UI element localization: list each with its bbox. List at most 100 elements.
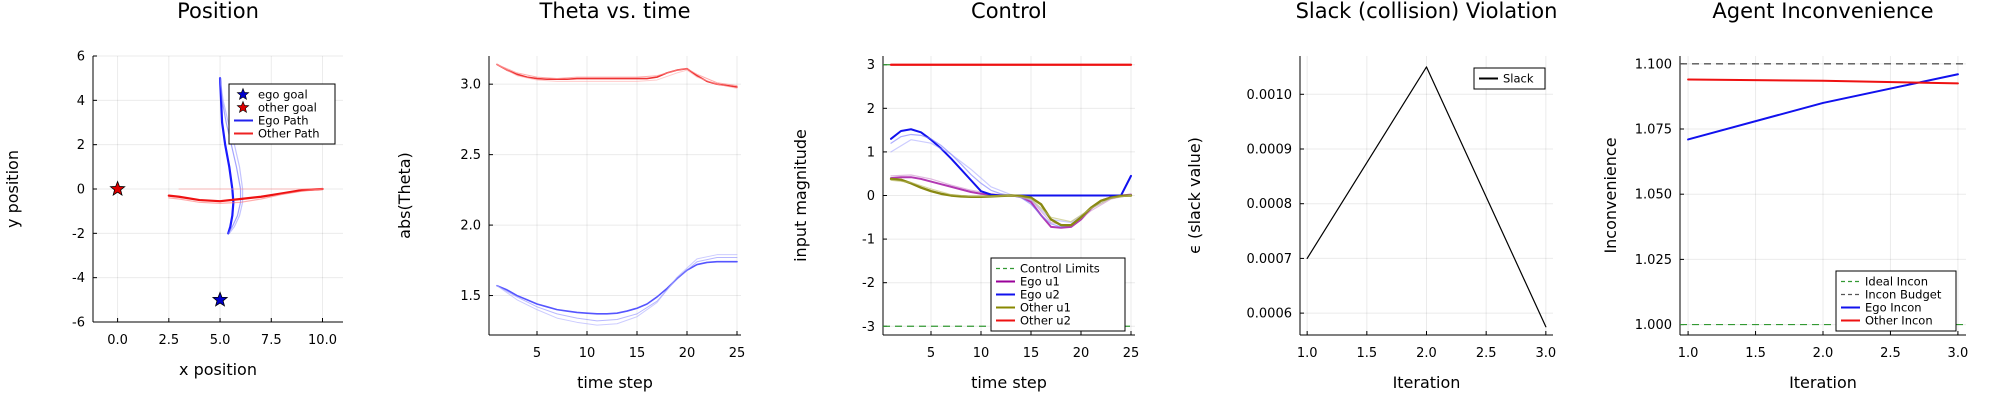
legend-label: Other u1 — [1020, 301, 1071, 315]
series-line-ego-path — [218, 77, 235, 235]
chart-panel-1: Position 0.0 2.5 5.0 7.5 10.0 -6 -4 -2 0 2 4 6 x posi… — [3, 0, 343, 379]
series-line — [496, 63, 738, 89]
chart-panel-4: Slack (collision) Violation 1.0 1.5 2.0 2.5 3… — [1185, 0, 1557, 392]
x-axis-label: time step — [577, 373, 653, 392]
x-tick-label: 15 — [629, 346, 646, 361]
chart-title: Slack (collision) Violation — [1296, 0, 1558, 23]
x-tick-label: 1.0 — [1678, 346, 1699, 361]
legend-star-icon — [236, 87, 250, 101]
series-line-slack — [1306, 66, 1547, 328]
y-tick-label: 1.025 — [1635, 253, 1672, 268]
y-tick-label: 3.0 — [460, 78, 481, 93]
legend-star-icon — [236, 100, 250, 114]
legend-label: Ego Path — [258, 114, 309, 128]
y-tick-label: 6 — [77, 50, 85, 65]
series-line-other-u1 — [889, 177, 1133, 227]
y-tick-label: 3 — [867, 58, 875, 73]
legend-label: Ego u2 — [1020, 288, 1060, 302]
legend-label: Other Incon — [1865, 314, 1933, 328]
x-tick-label: 2.5 — [158, 333, 179, 348]
chart-title: Position — [177, 0, 259, 23]
plot-area — [883, 63, 1135, 327]
y-tick-label: 1 — [867, 145, 875, 160]
y-tick-label: 4 — [77, 94, 85, 109]
y-axis-label: ϵ (slack value) — [1185, 137, 1204, 254]
chart-panel-3: Control 5 10 15 20 25 -3 -2 -1 0 1 2 3 time step input… — [791, 0, 1139, 392]
x-axis-label: Iteration — [1393, 373, 1461, 392]
y-axis-label: abs(Theta) — [395, 152, 414, 239]
y-tick-label: 2.5 — [460, 148, 481, 163]
x-tick-label: 10 — [973, 346, 990, 361]
series-line — [496, 254, 738, 326]
legend-label: Control Limits — [1020, 262, 1100, 276]
x-axis-label: Iteration — [1789, 373, 1857, 392]
legend-label: Ego Incon — [1865, 301, 1922, 315]
y-tick-label: -6 — [72, 316, 85, 331]
series-line-ego-incon — [1687, 73, 1959, 141]
chart-panel-2: Theta vs. time 5 10 15 20 25 1.5 2.0 2.5 3.0 time … — [395, 0, 745, 392]
legend: Slack — [1473, 67, 1546, 90]
series-line — [496, 260, 738, 315]
y-tick-label: 2 — [867, 102, 875, 117]
x-tick-label: 1.5 — [1745, 346, 1766, 361]
y-tick-label: 1.100 — [1635, 57, 1672, 72]
plot-area — [496, 63, 738, 326]
y-tick-label: 2.0 — [460, 219, 481, 234]
series-line — [496, 63, 738, 88]
x-tick-label: 2.5 — [1476, 346, 1497, 361]
x-tick-label: 5.0 — [210, 333, 231, 348]
series-line — [890, 179, 1132, 223]
chart-title: Control — [971, 0, 1047, 23]
series-line — [219, 77, 242, 234]
chart-title: Agent Inconvenience — [1712, 0, 1933, 23]
y-tick-label: -2 — [862, 276, 875, 291]
y-tick-label: -2 — [72, 227, 85, 242]
legend-label: other goal — [258, 101, 317, 115]
y-axis-label: input magnitude — [791, 129, 810, 262]
y-tick-label: 0 — [77, 183, 85, 198]
legend-label: Other Path — [258, 127, 320, 141]
plot-area — [1680, 63, 1966, 326]
chart-title: Theta vs. time — [539, 0, 691, 23]
y-tick-label: 1.000 — [1635, 318, 1672, 333]
series-line-ego-u2 — [890, 128, 1132, 197]
series-line-other-incon — [1687, 78, 1959, 85]
plot-area — [1306, 66, 1547, 328]
x-tick-label: 3.0 — [1535, 346, 1556, 361]
y-tick-label: 0 — [867, 189, 875, 204]
legend-label: Ego u1 — [1020, 275, 1060, 289]
series-line — [219, 77, 244, 234]
legend-label: ego goal — [258, 88, 308, 102]
y-tick-label: 1.075 — [1635, 123, 1672, 138]
x-tick-label: 2.0 — [1416, 346, 1437, 361]
x-tick-label: 1.0 — [1297, 346, 1318, 361]
series-line — [496, 63, 738, 87]
y-tick-label: 1.050 — [1635, 188, 1672, 203]
y-axis-label: y position — [3, 150, 22, 228]
plot-area — [167, 77, 324, 235]
x-tick-label: 5 — [927, 346, 935, 361]
legend-label: Slack — [1503, 72, 1534, 86]
x-tick-label: 0.0 — [107, 333, 128, 348]
series-line — [496, 257, 738, 322]
x-tick-label: 5 — [533, 346, 541, 361]
legend-box — [1473, 67, 1546, 90]
x-tick-label: 10.0 — [308, 333, 337, 348]
goal-marker-ego-goal — [211, 291, 229, 307]
series-line — [890, 174, 1132, 227]
chart-panel-5: Agent Inconvenience 1.0 1.5 2.0 2.5 3.0 1.000 1… — [1601, 0, 1968, 392]
goal-marker-other-goal — [109, 180, 126, 196]
legend-label: Incon Budget — [1865, 288, 1942, 302]
y-tick-label: 1.5 — [460, 289, 481, 304]
series-line-other-path — [167, 187, 324, 203]
y-axis-label: Inconvenience — [1601, 137, 1620, 253]
x-tick-label: 25 — [1123, 346, 1140, 361]
y-tick-label: -4 — [72, 271, 85, 286]
legend-label: Ideal Incon — [1865, 275, 1928, 289]
x-tick-label: 2.5 — [1880, 346, 1901, 361]
y-tick-label: -3 — [862, 320, 875, 335]
y-tick-label: 0.0008 — [1247, 197, 1293, 212]
